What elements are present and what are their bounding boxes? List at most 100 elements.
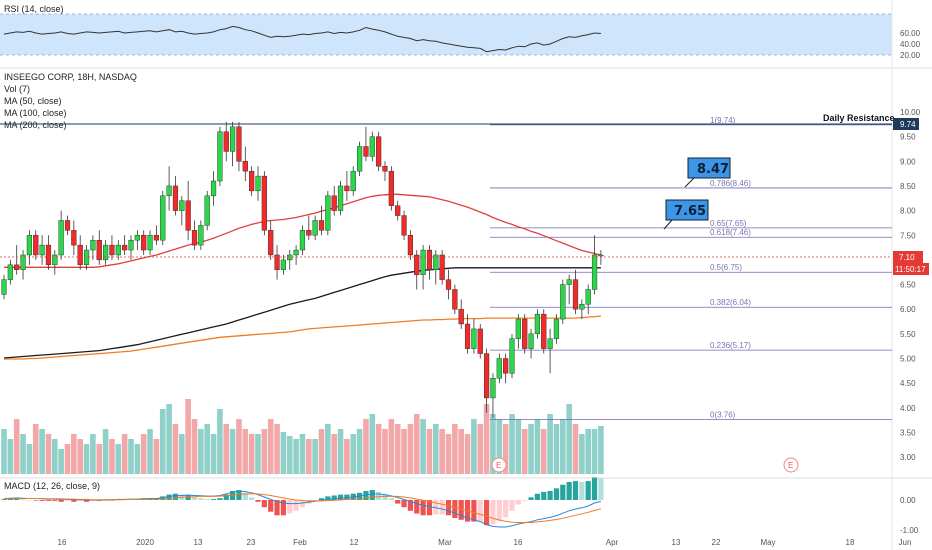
earnings-marker-2-text: E bbox=[788, 461, 793, 470]
time-tick-label: 22 bbox=[712, 538, 721, 547]
candle-body bbox=[280, 259, 287, 270]
earnings-marker-2[interactable]: E bbox=[783, 457, 799, 473]
candle-body bbox=[134, 235, 140, 241]
volume-bar bbox=[32, 424, 39, 474]
macd-tick-label: 0.00 bbox=[900, 496, 916, 505]
volume-bar bbox=[52, 439, 58, 474]
candle-body bbox=[503, 358, 509, 374]
candle-body bbox=[445, 279, 452, 290]
macd-pane: MACD (12, 26, close, 9) 0.00 -1.00 bbox=[1, 477, 919, 535]
candle-body bbox=[439, 254, 445, 280]
rsi-ticks: 60.00 40.00 20.00 bbox=[900, 29, 921, 60]
callout-765-pointer bbox=[663, 219, 673, 230]
candle-body bbox=[591, 254, 598, 290]
candle-body bbox=[1, 279, 7, 295]
candle-body bbox=[566, 279, 572, 285]
symbol-title: INSEEGO CORP, 18H, NASDAQ bbox=[4, 72, 137, 82]
candle-body bbox=[255, 175, 261, 192]
price-tick-label: 10.00 bbox=[900, 108, 921, 117]
ma50-line bbox=[4, 193, 602, 268]
macd-histogram-bar bbox=[172, 493, 179, 500]
candle-body bbox=[83, 249, 90, 266]
macd-signal-line bbox=[4, 493, 602, 523]
macd-histogram-bar bbox=[109, 500, 115, 501]
candle-body bbox=[509, 338, 515, 374]
macd-label: MACD (12, 26, close, 9) bbox=[4, 481, 100, 491]
candle-body bbox=[547, 338, 553, 349]
macd-histogram-bar bbox=[274, 500, 280, 516]
candle-body bbox=[229, 126, 236, 152]
candle-body bbox=[534, 313, 541, 335]
candle-body bbox=[407, 235, 414, 256]
rsi-tick-label: 40.00 bbox=[900, 40, 921, 49]
time-tick-label: 13 bbox=[194, 538, 203, 547]
price-tick-label: 8.50 bbox=[900, 182, 916, 191]
macd-histogram-bar bbox=[223, 494, 229, 500]
macd-histogram-bar bbox=[445, 500, 452, 516]
candle-body bbox=[179, 200, 185, 211]
volume-bar bbox=[147, 429, 153, 474]
candle-body bbox=[357, 146, 363, 172]
candle-body bbox=[141, 235, 147, 251]
macd-histogram-bar bbox=[318, 498, 325, 500]
volume-bar bbox=[58, 449, 64, 474]
volume-bar bbox=[115, 444, 122, 474]
volume-bar bbox=[496, 419, 503, 474]
volume-bar bbox=[83, 444, 90, 474]
volume-bar bbox=[572, 424, 579, 474]
macd-histogram-bar bbox=[217, 498, 223, 500]
candle-body bbox=[204, 195, 210, 226]
volume-bar bbox=[401, 429, 407, 474]
macd-histogram-bar bbox=[242, 492, 248, 500]
candle-body bbox=[20, 254, 26, 270]
volume-bar bbox=[204, 424, 210, 474]
volume-bar bbox=[179, 434, 185, 474]
macd-histogram-bar bbox=[249, 497, 255, 500]
earnings-marker-1[interactable]: E bbox=[491, 457, 507, 473]
candle-body bbox=[293, 249, 299, 256]
price-tick-label: 5.50 bbox=[900, 330, 916, 339]
volume-bar bbox=[413, 414, 420, 474]
candle-body bbox=[477, 328, 483, 354]
candle-body bbox=[331, 195, 337, 211]
fib-retracement[interactable]: 1(9.74) 0.786(8.46) 0.65(7.65)0.618(7.46) 0… bbox=[490, 116, 892, 421]
volume-bar bbox=[261, 429, 268, 474]
candle-body bbox=[242, 161, 248, 172]
macd-histogram-bar bbox=[426, 500, 433, 516]
volume-bar bbox=[293, 439, 299, 474]
macd-histogram-bar bbox=[160, 496, 166, 500]
daily-resistance-label: Daily Resistance bbox=[823, 113, 895, 123]
macd-histogram-bar bbox=[33, 500, 39, 501]
candle-body bbox=[64, 220, 71, 231]
macd-histogram-bar bbox=[210, 499, 217, 500]
fib-level-label: 0(3.76) bbox=[710, 411, 736, 420]
candle-body bbox=[522, 318, 528, 349]
candle-body bbox=[287, 254, 293, 261]
callout-847[interactable]: 8.47 bbox=[684, 157, 731, 188]
candle-body bbox=[490, 378, 496, 399]
volume-bar bbox=[90, 434, 96, 474]
volume-bar bbox=[534, 419, 541, 474]
candle-body bbox=[274, 254, 280, 270]
earnings-marker-1-circle bbox=[491, 457, 507, 473]
time-tick-label: Feb bbox=[293, 538, 307, 547]
time-badge-text: 11:50:17 bbox=[895, 265, 926, 274]
volume-bar bbox=[267, 419, 274, 474]
macd-histogram-bar bbox=[26, 500, 32, 501]
macd-histogram-bar bbox=[14, 498, 20, 500]
volume-bar bbox=[483, 404, 490, 474]
callout-765[interactable]: 7.65 bbox=[663, 199, 709, 230]
volume-bar bbox=[134, 444, 141, 474]
candle-body bbox=[249, 170, 255, 192]
candle-body bbox=[395, 205, 401, 216]
volume-bar bbox=[71, 434, 77, 474]
candle-body bbox=[236, 126, 242, 162]
macd-ticks: 0.00 -1.00 bbox=[900, 496, 919, 535]
candle-body bbox=[414, 254, 420, 275]
time-tick-label: 23 bbox=[247, 538, 256, 547]
price-tick-label: 4.50 bbox=[900, 379, 916, 388]
volume-bar bbox=[286, 436, 293, 474]
macd-histogram-bar bbox=[236, 490, 242, 500]
volume-bar bbox=[242, 429, 249, 474]
